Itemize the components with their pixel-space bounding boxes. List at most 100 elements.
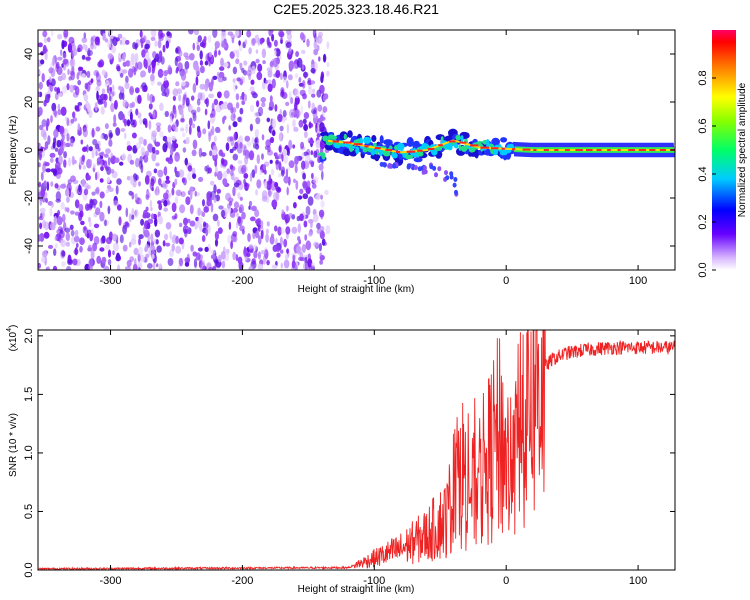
noise-dot	[202, 199, 205, 207]
colorbar-tick-label: 0.8	[697, 70, 709, 85]
noise-dot	[54, 86, 58, 92]
noise-dot	[99, 178, 104, 183]
noise-dot	[271, 168, 275, 176]
noise-dot	[141, 36, 146, 42]
noise-dot	[53, 248, 57, 256]
noise-dot	[222, 171, 228, 179]
noise-dot	[93, 223, 100, 229]
noise-dot	[271, 199, 278, 208]
signal-blob	[460, 135, 464, 143]
noise-dot	[265, 139, 272, 148]
noise-dot	[144, 59, 148, 70]
noise-dot	[55, 61, 60, 69]
noise-dot	[69, 224, 74, 230]
noise-dot	[107, 205, 111, 215]
noise-dot	[229, 164, 234, 170]
noise-dot	[63, 151, 67, 159]
noise-dot	[100, 237, 104, 245]
noise-dot	[254, 209, 260, 218]
noise-dot	[41, 119, 47, 127]
noise-dot	[220, 209, 226, 218]
noise-dot	[89, 159, 93, 165]
noise-dot	[308, 231, 313, 237]
noise-dot	[146, 222, 151, 230]
noise-dot	[46, 265, 50, 270]
noise-dot	[38, 106, 43, 116]
noise-dot	[294, 73, 299, 79]
noise-dot	[132, 42, 137, 50]
noise-dot	[66, 207, 70, 213]
noise-dot	[199, 223, 203, 232]
noise-dot	[167, 124, 172, 133]
colorbar-label: Normalized spectral amplitude	[737, 82, 748, 217]
noise-dot	[111, 90, 116, 96]
noise-dot	[208, 51, 212, 58]
noise-dot	[201, 152, 207, 157]
noise-dot	[173, 143, 179, 149]
signal-blob	[413, 157, 423, 163]
noise-dot	[62, 213, 66, 223]
noise-dot	[119, 39, 123, 45]
noise-dot	[255, 230, 260, 239]
noise-dot	[154, 40, 158, 47]
noise-dot	[151, 254, 155, 260]
noise-dot	[138, 246, 143, 256]
noise-dot	[197, 247, 203, 252]
x-tick-label: -100	[363, 575, 385, 587]
noise-dot	[147, 218, 154, 224]
noise-dot	[238, 40, 241, 46]
noise-dot	[293, 63, 298, 70]
noise-dot	[83, 188, 89, 196]
signal-peak	[596, 149, 602, 151]
noise-dot	[256, 217, 262, 226]
noise-dot	[251, 65, 256, 75]
noise-dot	[316, 222, 321, 230]
noise-dot	[145, 253, 150, 258]
noise-dot	[42, 44, 47, 54]
noise-dot	[244, 94, 247, 102]
noise-dot	[160, 56, 165, 65]
signal-blob	[379, 135, 384, 144]
noise-dot	[261, 48, 267, 59]
noise-dot	[207, 120, 211, 130]
noise-dot	[249, 216, 256, 222]
noise-dot	[167, 157, 174, 165]
noise-dot	[135, 174, 139, 181]
noise-dot	[267, 83, 273, 92]
noise-dot	[260, 97, 267, 103]
signal-blob	[370, 148, 376, 156]
noise-dot	[280, 249, 284, 254]
noise-dot	[57, 33, 63, 40]
noise-dot	[80, 155, 85, 166]
y-tick-label: 2.0	[23, 328, 35, 343]
noise-dot	[110, 102, 115, 113]
signal-peak	[512, 148, 516, 151]
noise-dot	[96, 79, 102, 87]
noise-dot	[218, 71, 225, 79]
signal-peak	[617, 149, 621, 151]
noise-dot	[299, 188, 304, 195]
noise-dot	[295, 245, 301, 254]
signal-blob	[387, 163, 392, 168]
signal-blob	[373, 142, 377, 148]
noise-dot	[59, 125, 65, 135]
noise-dot	[144, 244, 150, 250]
noise-dot	[135, 157, 140, 168]
noise-dot	[213, 98, 219, 106]
noise-dot	[205, 228, 209, 237]
noise-dot	[165, 179, 171, 184]
noise-dot	[237, 160, 243, 165]
snr-panel: -300 -200 -100 0 100 0.0 0.5 1.0 1.5 2.0 Height …	[6, 325, 676, 595]
noise-dot	[183, 217, 188, 226]
noise-dot	[45, 197, 48, 203]
noise-dot	[163, 207, 168, 212]
noise-dot	[197, 35, 202, 43]
noise-dot	[218, 205, 224, 210]
noise-dot	[129, 111, 133, 122]
noise-dot	[175, 68, 179, 74]
signal-blob	[340, 143, 346, 148]
noise-dot	[55, 191, 62, 202]
noise-dot	[44, 162, 50, 167]
noise-dot	[81, 73, 86, 78]
noise-dot	[99, 200, 103, 209]
